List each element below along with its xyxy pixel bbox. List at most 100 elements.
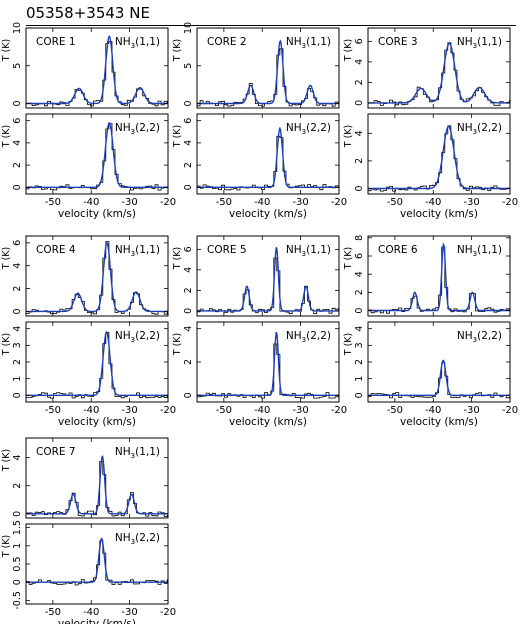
y-tick-label: 2: [12, 359, 23, 365]
transition-label: NH3(1,1): [115, 244, 160, 258]
model-fit-line: [197, 331, 339, 396]
y-axis-label: T (K): [1, 535, 12, 558]
observed-spectrum: [197, 343, 339, 399]
y-tick-label: 0.5: [12, 556, 23, 571]
panel-core-3-nh3-22: -50 -40 -30 -20 0 2 4T (K) NH3(2,2) velocity (km…: [343, 113, 518, 220]
y-tick-label: 10: [183, 22, 194, 34]
panel-core-7-nh3-11: 0 2 4T (K) CORE 7 NH3(1,1): [1, 437, 169, 519]
y-tick-label: 1.5: [12, 520, 23, 535]
observed-spectrum: [197, 257, 339, 315]
y-tick-label: 4: [183, 140, 194, 146]
y-tick-label: 0: [12, 511, 23, 517]
y-tick-label: 6: [183, 246, 194, 252]
x-tick-label: -50: [387, 197, 403, 208]
panel-core-5-nh3-11: 0 2 4 6T (K) CORE 5 NH3(1,1): [172, 235, 340, 317]
model-fit-line: [368, 125, 510, 190]
core-label: CORE 1: [36, 36, 76, 48]
x-tick-label: -30: [121, 405, 137, 416]
y-tick-label: 0: [183, 184, 194, 190]
observed-spectrum: [26, 332, 168, 399]
y-tick-label: 4: [354, 59, 365, 65]
y-tick-label: 8: [354, 235, 365, 241]
y-tick-label: 2: [354, 359, 365, 365]
y-axis-label: T (K): [172, 247, 183, 270]
panel-core-6-nh3-22: -50 -40 -30 -20 0 1 2 3 4T (K) NH3(2,2) velocity (…: [343, 321, 518, 428]
x-tick-label: -40: [254, 405, 270, 416]
x-tick-label: -40: [83, 405, 99, 416]
y-axis-label: T (K): [172, 333, 183, 356]
panel-core-4-nh3-22: -50 -40 -30 -20 0 1 2 3 4T (K) NH3(2,2) velocity (…: [1, 321, 176, 428]
y-tick-label: 2: [12, 286, 23, 292]
model-fit-line: [368, 359, 510, 396]
model-fit-line: [368, 42, 510, 104]
x-tick-label: -20: [160, 607, 176, 618]
y-tick-label: 2: [354, 289, 365, 295]
model-fit-line: [26, 454, 168, 515]
x-axis-label: velocity (km/s): [400, 208, 478, 220]
y-tick-label: 1: [354, 376, 365, 382]
observed-spectrum: [197, 135, 339, 191]
x-axis-label: velocity (km/s): [58, 208, 136, 220]
x-tick-label: -40: [425, 405, 441, 416]
x-tick-label: -20: [160, 197, 176, 208]
model-fit-line: [26, 242, 168, 313]
y-axis-label: T (K): [1, 449, 12, 472]
observed-spectrum: [368, 362, 510, 399]
x-tick-label: -30: [121, 607, 137, 618]
x-tick-label: -50: [45, 405, 61, 416]
plot-frame: [196, 235, 340, 317]
plot-frame: [25, 113, 169, 195]
y-axis-label: T (K): [172, 125, 183, 148]
x-tick-label: -20: [160, 405, 176, 416]
x-tick-label: -30: [121, 197, 137, 208]
y-tick-label: 0: [354, 392, 365, 398]
y-tick-label: 4: [354, 271, 365, 277]
model-fit-line: [197, 39, 339, 105]
panel-core-1-nh3-22: -50 -40 -30 -20 0 2 4 6T (K) NH3(2,2) velocity (k…: [1, 113, 176, 220]
y-tick-label: 4: [354, 130, 365, 136]
y-tick-label: 3: [354, 342, 365, 348]
core-label: CORE 3: [378, 36, 418, 48]
transition-label: NH3(1,1): [457, 244, 502, 258]
transition-label: NH3(2,2): [115, 330, 160, 344]
plot-frame: [25, 27, 169, 109]
model-fit-line: [197, 126, 339, 188]
observed-spectrum: [368, 125, 510, 192]
y-tick-label: 6: [183, 118, 194, 124]
transition-label: NH3(2,2): [115, 532, 160, 546]
y-tick-label: 0: [12, 579, 23, 585]
x-tick-label: -50: [216, 405, 232, 416]
transition-label: NH3(1,1): [115, 446, 160, 460]
x-tick-label: -40: [83, 607, 99, 618]
y-tick-label: 3: [12, 342, 23, 348]
figure-title: 05358+3543 NE: [26, 4, 150, 22]
y-tick-label: 0: [12, 392, 23, 398]
core-label: CORE 4: [36, 244, 76, 256]
transition-label: NH3(2,2): [457, 330, 502, 344]
x-tick-label: -20: [502, 197, 518, 208]
y-axis-label: T (K): [343, 39, 354, 62]
x-tick-label: -30: [463, 405, 479, 416]
y-axis-label: T (K): [343, 333, 354, 356]
core-label: CORE 5: [207, 244, 247, 256]
y-tick-label: 6: [354, 38, 365, 44]
panel-core-7-nh3-22: -50 -40 -30 -20 -0.5 0 0.5 1 1.5T (K) NH3(2,2) vel…: [1, 520, 176, 624]
observed-spectrum: [368, 42, 510, 106]
y-axis-label: T (K): [343, 125, 354, 148]
x-tick-label: -50: [216, 197, 232, 208]
transition-label: NH3(1,1): [286, 36, 331, 50]
model-fit-line: [26, 330, 168, 396]
y-tick-label: 5: [183, 63, 194, 69]
y-tick-label: 0: [12, 184, 23, 190]
x-tick-label: -50: [45, 197, 61, 208]
y-tick-label: 0: [12, 100, 23, 106]
transition-label: NH3(2,2): [457, 122, 502, 136]
y-axis-label: T (K): [1, 247, 12, 270]
y-tick-label: 1: [12, 376, 23, 382]
y-tick-label: 4: [12, 140, 23, 146]
y-tick-label: 4: [183, 326, 194, 332]
x-axis-label: velocity (km/s): [229, 416, 307, 428]
observed-spectrum: [197, 48, 339, 107]
model-fit-line: [368, 242, 510, 312]
y-tick-label: 4: [12, 455, 23, 461]
